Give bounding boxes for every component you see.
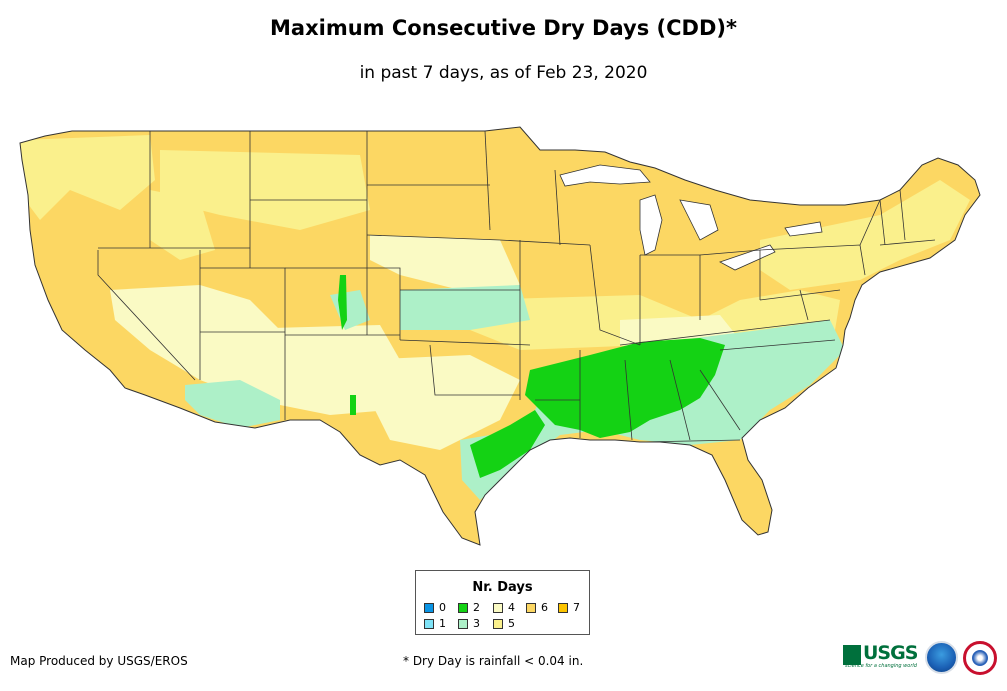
- region-5-days-idaho: [150, 190, 215, 260]
- legend-item-4: 4: [493, 602, 515, 614]
- region-5-days-northeast: [760, 180, 970, 290]
- legend-title: Nr. Days: [472, 580, 533, 595]
- legend-label-4: 4: [508, 601, 515, 614]
- legend-label-5: 5: [508, 617, 515, 630]
- region-2-days-new-mexico: [338, 275, 347, 330]
- region-2-days-deep-south: [525, 338, 725, 438]
- legend-swatch-2: [458, 603, 468, 613]
- nws-logo-icon: [963, 641, 997, 675]
- footnote-text: * Dry Day is rainfall < 0.04 in.: [403, 654, 584, 668]
- legend-item-3: 3: [458, 618, 480, 630]
- region-5-days-northern-plains: [160, 150, 370, 230]
- noaa-logo-icon: [925, 641, 958, 674]
- legend-label-2: 2: [473, 601, 480, 614]
- legend-label-7: 7: [573, 601, 580, 614]
- great-lakes: [559, 164, 823, 271]
- usgs-wave-icon: [843, 645, 861, 665]
- region-2-days-nm-south: [350, 395, 356, 415]
- usgs-logo-text: USGS: [863, 642, 918, 664]
- legend-swatch-0: [424, 603, 434, 613]
- region-3-days-arizona: [185, 380, 280, 428]
- legend-item-1: 1: [424, 618, 446, 630]
- legend-label-1: 1: [439, 617, 446, 630]
- dry-day-fill: [20, 127, 980, 545]
- region-2-days-texas-band: [470, 410, 545, 478]
- legend-swatch-5: [493, 619, 503, 629]
- legend: Nr. Days 0 1 2 3 4 5 6 7: [415, 570, 590, 635]
- region-4-days-texas: [360, 355, 520, 450]
- legend-swatch-3: [458, 619, 468, 629]
- map-subtitle: in past 7 days, as of Feb 23, 2020: [359, 63, 648, 83]
- map-title: Maximum Consecutive Dry Days (CDD)*: [270, 16, 737, 40]
- lake-michigan: [639, 194, 663, 256]
- region-4-days-plains: [370, 235, 520, 290]
- legend-item-7: 7: [558, 602, 580, 614]
- legend-label-6: 6: [541, 601, 548, 614]
- credit-text: Map Produced by USGS/EROS: [10, 654, 188, 668]
- legend-label-3: 3: [473, 617, 480, 630]
- lake-superior: [559, 164, 651, 187]
- region-3-days-kansas: [400, 285, 530, 330]
- legend-item-2: 2: [458, 602, 480, 614]
- legend-swatch-7: [558, 603, 568, 613]
- usgs-logo: USGS science for a changing world: [843, 642, 918, 672]
- legend-item-5: 5: [493, 618, 515, 630]
- region-5-days-west: [20, 135, 155, 220]
- legend-item-0: 0: [424, 602, 446, 614]
- legend-item-6: 6: [526, 602, 548, 614]
- legend-swatch-1: [424, 619, 434, 629]
- state-boundaries: [97, 130, 936, 443]
- lake-ontario: [784, 221, 823, 237]
- legend-label-0: 0: [439, 601, 446, 614]
- usgs-tagline: science for a changing world: [845, 663, 917, 669]
- legend-swatch-4: [493, 603, 503, 613]
- lake-huron: [679, 199, 719, 241]
- legend-swatch-6: [526, 603, 536, 613]
